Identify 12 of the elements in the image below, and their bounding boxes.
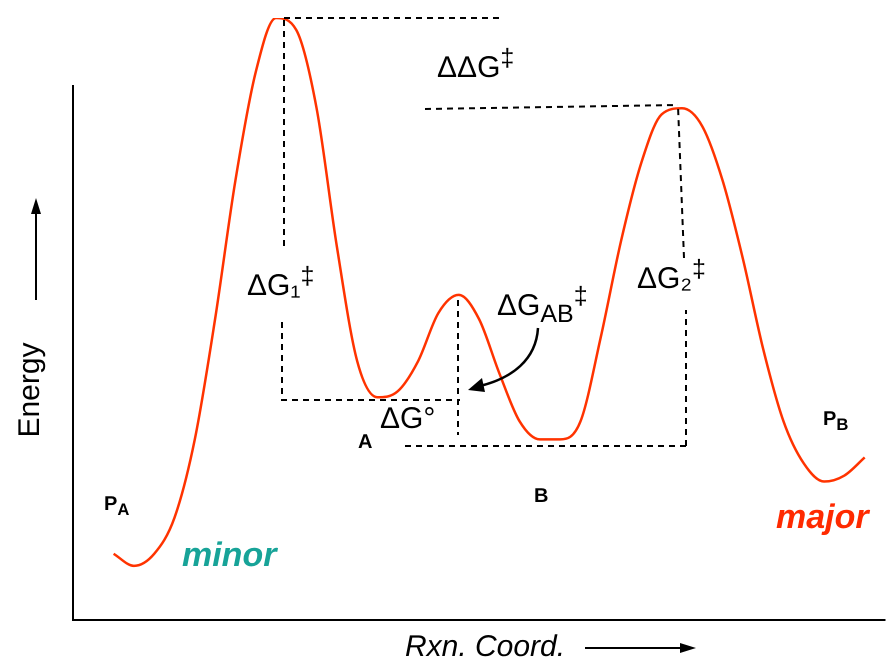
annotation: ΔG₁$^{‡}$ [247,262,314,302]
annotation: ΔG₂$^{‡}$ [637,255,706,295]
y-axis-title: Energy [13,341,46,440]
annotation: B [534,485,548,507]
annotation: A [358,431,372,453]
annotation: ΔΔG$^{‡}$ [437,44,514,84]
annotation: minor [182,536,276,574]
annotation: major [776,498,869,536]
annotation: P$_{A}$ [104,493,130,519]
annotation: P$_{B}$ [823,408,848,434]
x-axis-title: Rxn. Coord. [405,630,566,662]
annotation: ΔG° [380,402,436,435]
